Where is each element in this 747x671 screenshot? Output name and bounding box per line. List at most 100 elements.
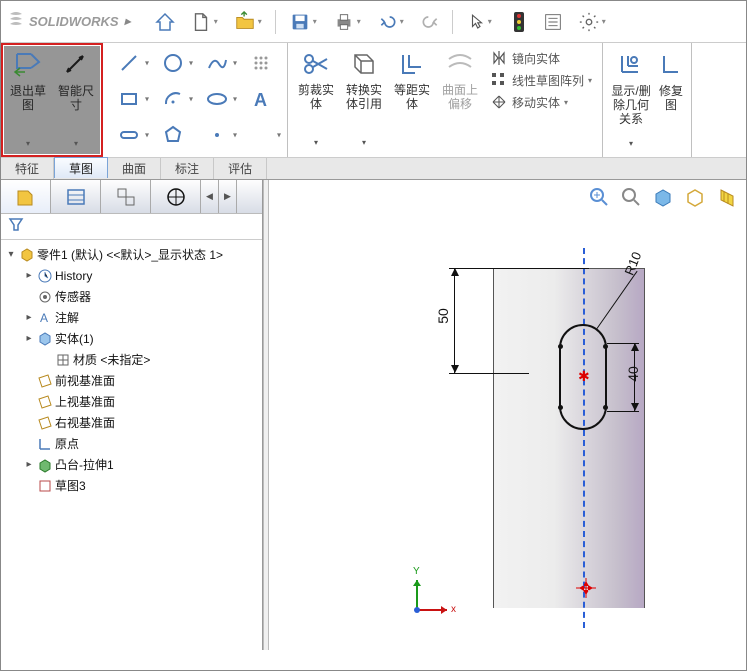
dropdown-icon[interactable]: ▾ xyxy=(629,139,633,148)
tree-item: 草图3 xyxy=(1,475,262,496)
smart-dimension-button[interactable]: 智能尺 寸 ▾ xyxy=(52,46,100,154)
dd-spacer[interactable]: ▾ xyxy=(239,117,283,153)
tree-item: 传感器 xyxy=(1,286,262,307)
feature-tree-tab[interactable] xyxy=(1,180,51,213)
sketch-origin xyxy=(576,578,596,603)
smart-dimension-icon xyxy=(59,48,93,82)
tab-features[interactable]: 特征 xyxy=(1,158,54,179)
dropdown-icon[interactable]: ▾ xyxy=(314,138,318,147)
exit-sketch-icon xyxy=(11,48,45,82)
convert-label: 转换实 体引用 xyxy=(346,83,382,111)
select-button[interactable]: ▾ xyxy=(459,6,501,38)
list-button[interactable] xyxy=(537,6,569,38)
filter-row xyxy=(1,214,262,240)
extrude-icon xyxy=(37,457,53,473)
repair-icon xyxy=(654,48,688,82)
home-button[interactable] xyxy=(149,6,181,38)
ds-logo-icon xyxy=(7,10,25,33)
zoom-fit-button[interactable] xyxy=(586,184,612,210)
offset-label: 等距实 体 xyxy=(394,83,430,111)
ribbon: 退出草 图 ▾ 智能尺 寸 ▾ ▾ ▾ ▾ ▾ ▾ ▾ A ▾ ▾ ▾ 剪裁实 … xyxy=(1,43,746,158)
rectangle-tool[interactable]: ▾ xyxy=(107,81,151,117)
app-menu-dropdown-icon[interactable]: ▶ xyxy=(125,17,131,26)
surface-offset-label: 曲面上 偏移 xyxy=(442,83,478,111)
panel-prev[interactable]: ◀ xyxy=(201,180,219,213)
dim-50-line xyxy=(454,268,455,373)
text-tool[interactable]: A xyxy=(239,81,283,117)
tree-root[interactable]: ▾ 零件1 (默认) <<默认>_显示状态 1> xyxy=(1,244,262,265)
axis-y-label: Y xyxy=(413,566,420,577)
main-area: ◀ ▶ ▾ 零件1 (默认) <<默认>_显示状态 1> ▸History 传感… xyxy=(1,180,746,650)
plane-icon xyxy=(37,415,53,431)
material-icon xyxy=(55,352,71,368)
dropdown-icon[interactable]: ▾ xyxy=(362,138,366,147)
dim-50-text[interactable]: 50 xyxy=(435,308,451,324)
smart-dimension-label: 智能尺 寸 xyxy=(58,84,94,112)
arc-tool[interactable]: ▾ xyxy=(151,81,195,117)
save-button[interactable]: ▾ xyxy=(282,6,324,38)
surface-offset-button: 曲面上 偏移 xyxy=(436,45,484,153)
undo-button[interactable]: ▾ xyxy=(370,6,412,38)
exit-sketch-button[interactable]: 退出草 图 ▾ xyxy=(4,46,52,154)
grid-tool[interactable] xyxy=(239,45,283,81)
panel-next[interactable]: ▶ xyxy=(219,180,237,213)
exit-sketch-label: 退出草 图 xyxy=(10,84,46,112)
trim-button[interactable]: 剪裁实 体 ▾ xyxy=(292,45,340,153)
tab-annotation[interactable]: 标注 xyxy=(161,158,214,179)
plane-icon xyxy=(37,373,53,389)
offset-button[interactable]: 等距实 体 xyxy=(388,45,436,153)
zoom-area-button[interactable] xyxy=(618,184,644,210)
section-view-button[interactable] xyxy=(714,184,740,210)
linear-pattern-button[interactable]: 线性草图阵列▾ xyxy=(490,71,592,89)
convert-button[interactable]: 转换实 体引用 ▾ xyxy=(340,45,388,153)
tree-item: 前视基准面 xyxy=(1,370,262,391)
redo-button[interactable] xyxy=(414,6,446,38)
print-button[interactable]: ▾ xyxy=(326,6,368,38)
point-tool[interactable]: ▾ xyxy=(195,117,239,153)
tab-evaluate[interactable]: 评估 xyxy=(214,158,267,179)
open-button[interactable]: ▾ xyxy=(227,6,269,38)
display-relations-button[interactable]: 显示/删 除几何 关系 ▾ xyxy=(607,46,655,154)
property-tab[interactable] xyxy=(51,180,101,213)
svg-text:A: A xyxy=(254,90,267,110)
surface-offset-icon xyxy=(443,47,477,81)
config-tab[interactable] xyxy=(101,180,151,213)
root-label: 零件1 (默认) <<默认>_显示状态 1> xyxy=(37,246,223,263)
circle-tool[interactable]: ▾ xyxy=(151,45,195,81)
polygon-tool[interactable] xyxy=(151,117,195,153)
display-style-button[interactable] xyxy=(682,184,708,210)
view-triad: Y x xyxy=(409,568,459,623)
quick-access-toolbar: ▾ ▾ ▾ ▾ ▾ ▾ ▾ xyxy=(149,6,613,38)
settings-button[interactable]: ▾ xyxy=(571,6,613,38)
spline-tool[interactable]: ▾ xyxy=(195,45,239,81)
tree-item: 右视基准面 xyxy=(1,412,262,433)
ellipse-tool[interactable]: ▾ xyxy=(195,81,239,117)
command-tabs: 特征 草图 曲面 标注 评估 xyxy=(1,158,746,180)
filter-icon[interactable] xyxy=(7,215,25,238)
mirror-button[interactable]: 镜向实体 xyxy=(490,49,592,67)
move-button[interactable]: 移动实体▾ xyxy=(490,93,592,111)
dim-40-text[interactable]: 40 xyxy=(625,366,641,382)
traffic-light-icon[interactable] xyxy=(503,6,535,38)
history-icon xyxy=(37,268,53,284)
tab-surface[interactable]: 曲面 xyxy=(108,158,161,179)
new-button[interactable]: ▾ xyxy=(183,6,225,38)
slot-tool[interactable]: ▾ xyxy=(107,117,151,153)
view-orientation-button[interactable] xyxy=(650,184,676,210)
collapse-icon[interactable]: ▾ xyxy=(5,249,17,260)
display-relations-icon xyxy=(614,48,648,82)
trim-icon xyxy=(299,47,333,81)
dim-tab[interactable] xyxy=(151,180,201,213)
convert-icon xyxy=(347,47,381,81)
dropdown-icon[interactable]: ▾ xyxy=(74,139,78,148)
dim-ext-line xyxy=(449,268,589,269)
repair-button[interactable]: 修复 图 xyxy=(655,46,687,154)
line-tool[interactable]: ▾ xyxy=(107,45,151,81)
dropdown-icon[interactable]: ▾ xyxy=(26,139,30,148)
separator xyxy=(275,10,276,34)
graphics-viewport[interactable]: 50 40 R10 ✱ xyxy=(269,180,746,650)
pattern-group: 镜向实体 线性草图阵列▾ 移动实体▾ xyxy=(484,45,598,115)
tab-sketch[interactable]: 草图 xyxy=(54,157,108,178)
feature-manager-panel: ◀ ▶ ▾ 零件1 (默认) <<默认>_显示状态 1> ▸History 传感… xyxy=(1,180,263,650)
centerline xyxy=(583,248,585,628)
